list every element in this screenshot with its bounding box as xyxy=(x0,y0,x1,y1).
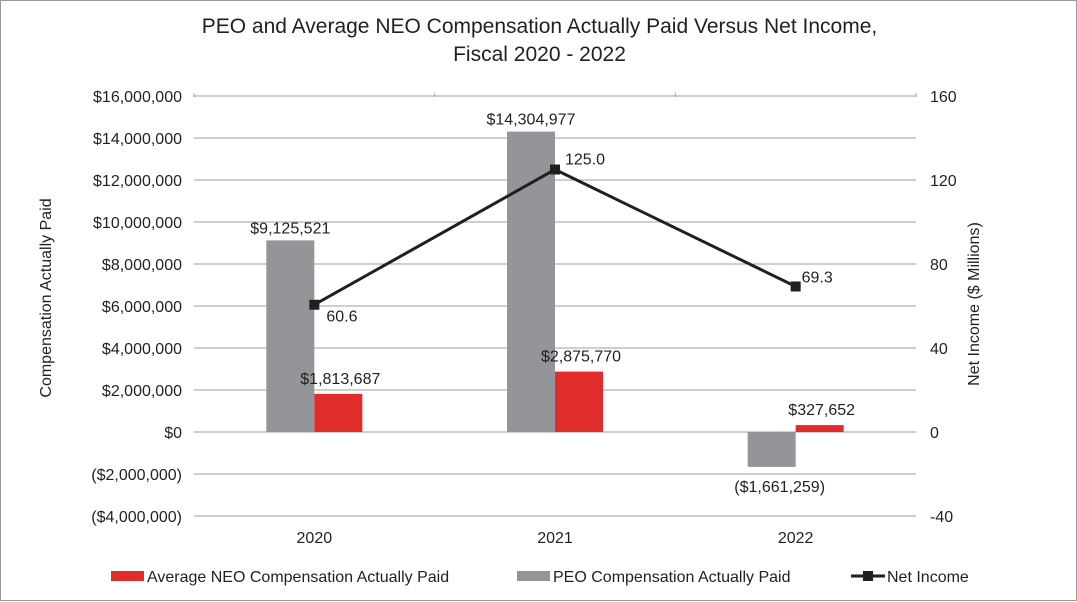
bar-peo xyxy=(747,432,796,467)
left-tick-label: $10,000,000 xyxy=(93,215,182,232)
left-tick-label: ($2,000,000) xyxy=(91,467,182,484)
chart-title-line-1: PEO and Average NEO Compensation Actuall… xyxy=(201,15,878,38)
legend-label-peo: PEO Compensation Actually Paid xyxy=(553,569,790,586)
right-tick-label: 40 xyxy=(930,341,948,358)
left-tick-label: $8,000,000 xyxy=(102,257,182,274)
chart-title: PEO and Average NEO Compensation Actuall… xyxy=(1,13,1077,69)
legend-swatch-peo xyxy=(517,571,550,581)
left-tick-label: $16,000,000 xyxy=(93,89,182,106)
bar-label-peo: $14,304,977 xyxy=(487,112,576,129)
bar-peo xyxy=(507,131,555,432)
legend-swatch-neo xyxy=(111,571,144,581)
x-tick-label: 2022 xyxy=(778,530,814,547)
bar-neo xyxy=(795,425,844,432)
bar-label-neo: $1,813,687 xyxy=(300,371,380,388)
bar-label-peo: ($1,661,259) xyxy=(734,479,825,496)
left-tick-label: $12,000,000 xyxy=(93,173,182,190)
right-tick-label: 120 xyxy=(930,173,957,190)
bar-neo xyxy=(555,371,603,432)
net-income-marker xyxy=(790,281,801,292)
x-tick-label: 2021 xyxy=(537,530,573,547)
left-tick-label: $0 xyxy=(164,425,182,442)
right-tick-label: -40 xyxy=(930,509,953,526)
left-tick-label: $14,000,000 xyxy=(93,131,182,148)
net-income-marker xyxy=(550,164,560,175)
legend-marker-net-income xyxy=(863,571,873,581)
left-tick-label: $4,000,000 xyxy=(102,341,182,358)
net-income-marker xyxy=(309,299,320,310)
y-axis-title-left: Compensation Actually Paid xyxy=(38,198,55,397)
bar-peo xyxy=(266,240,315,432)
net-income-label: 60.6 xyxy=(326,309,357,326)
right-tick-label: 160 xyxy=(930,89,957,106)
bar-label-neo: $2,875,770 xyxy=(541,349,621,366)
y-axis-title-right: Net Income ($ Millions) xyxy=(966,222,983,386)
left-tick-label: $2,000,000 xyxy=(102,383,182,400)
chart-title-line-2: Fiscal 2020 - 2022 xyxy=(453,43,626,66)
bar-label-neo: $327,652 xyxy=(788,402,855,419)
bar-label-peo: $9,125,521 xyxy=(250,220,330,237)
bar-neo xyxy=(314,393,363,432)
left-tick-label: ($4,000,000) xyxy=(91,509,182,526)
legend-label-net-income: Net Income xyxy=(887,569,969,586)
right-tick-label: 80 xyxy=(930,257,948,274)
right-tick-label: 0 xyxy=(930,425,939,442)
x-tick-label: 2020 xyxy=(297,530,333,547)
net-income-label: 125.0 xyxy=(565,152,605,169)
left-tick-label: $6,000,000 xyxy=(102,299,182,316)
legend-label-neo: Average NEO Compensation Actually Paid xyxy=(147,569,449,586)
net-income-label: 69.3 xyxy=(802,269,833,286)
